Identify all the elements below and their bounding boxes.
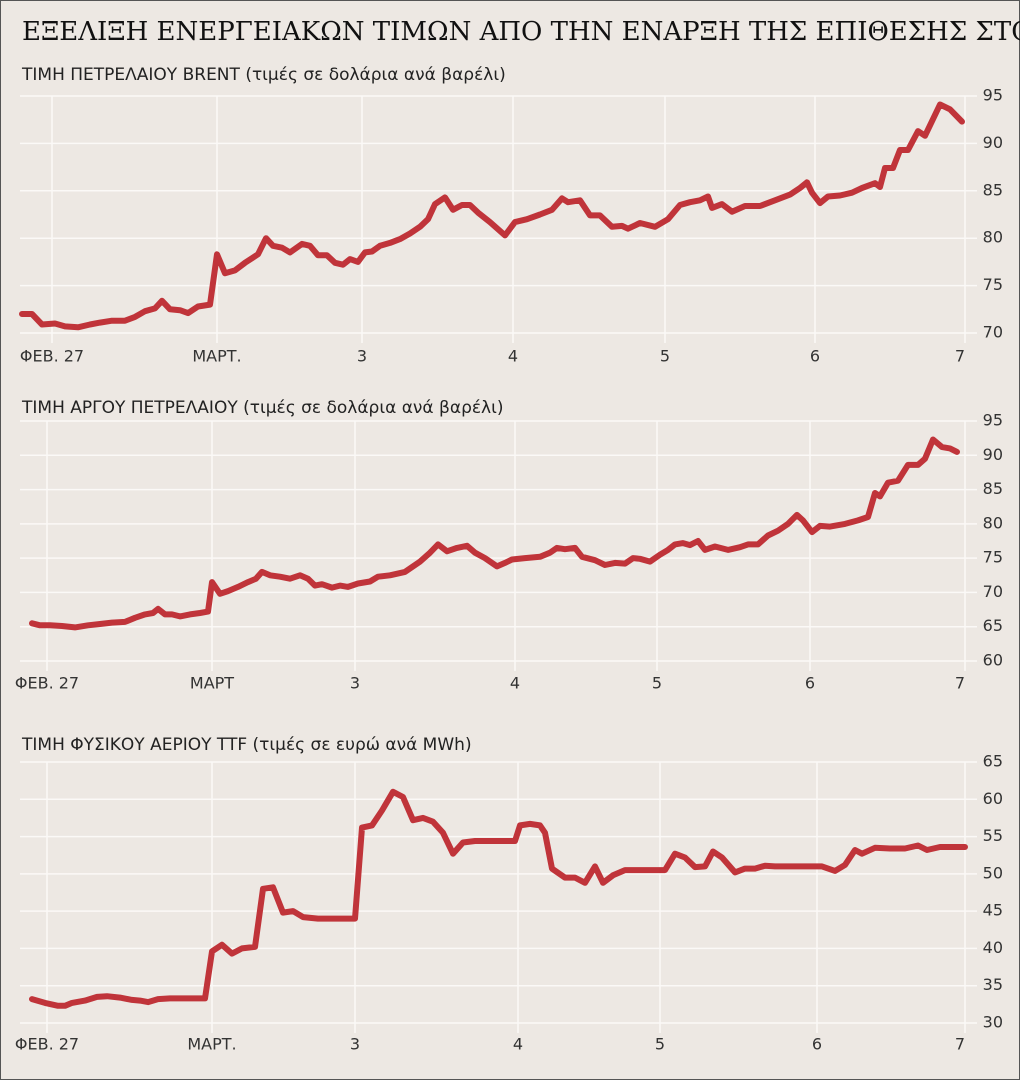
y-tick-label: 60 (983, 651, 1003, 670)
y-tick-label: 95 (983, 86, 1003, 105)
x-tick-label: 3 (357, 347, 367, 366)
y-tick-label: 65 (983, 752, 1003, 771)
x-tick-label: 6 (810, 347, 820, 366)
x-tick-label: 7 (955, 1035, 965, 1054)
y-tick-label: 60 (983, 789, 1003, 808)
y-tick-label: 75 (983, 275, 1003, 294)
x-tick-label: ΜΑΡΤ (190, 674, 234, 693)
y-tick-label: 55 (983, 826, 1003, 845)
x-tick-label: 6 (805, 674, 815, 693)
y-tick-label: 70 (983, 323, 1003, 342)
data-line (29, 788, 968, 1009)
x-tick-label: 5 (660, 347, 670, 366)
y-tick-label: 90 (983, 133, 1003, 152)
x-tick-label: ΦΕΒ. 27 (15, 674, 79, 693)
y-tick-label: 35 (983, 975, 1003, 994)
x-tick-label: ΜΑΡΤ. (187, 1035, 236, 1054)
x-tick-label: 3 (350, 1035, 360, 1054)
x-tick-label: ΦΕΒ. 27 (15, 1035, 79, 1054)
x-tick-label: 4 (508, 347, 518, 366)
x-tick-label: 3 (350, 674, 360, 693)
x-tick-label: 4 (510, 674, 520, 693)
x-tick-label: 5 (655, 1035, 665, 1054)
x-tick-label: 6 (812, 1035, 822, 1054)
y-tick-label: 85 (983, 180, 1003, 199)
y-tick-label: 80 (983, 228, 1003, 247)
y-tick-label: 80 (983, 513, 1003, 532)
page-title: ΕΞΕΛΙΞΗ ΕΝΕΡΓΕΙΑΚΩΝ ΤΙΜΩΝ ΑΠΟ ΤΗΝ ΕΝΑΡΞΗ… (22, 17, 1020, 47)
y-tick-label: 85 (983, 479, 1003, 498)
y-tick-label: 90 (983, 445, 1003, 464)
x-tick-label: 4 (513, 1035, 523, 1054)
y-tick-label: 95 (983, 411, 1003, 430)
data-line (29, 436, 960, 631)
y-tick-label: 50 (983, 863, 1003, 882)
data-line (19, 101, 965, 331)
y-tick-label: 45 (983, 901, 1003, 920)
y-tick-label: 65 (983, 616, 1003, 635)
x-tick-label: 5 (652, 674, 662, 693)
x-tick-label: 7 (955, 347, 965, 366)
x-tick-label: ΦΕΒ. 27 (20, 347, 84, 366)
chart-subtitle: ΤΙΜΗ ΠΕΤΡΕΛΑΙΟΥ BRENT (τιμές σε δολάρια … (21, 65, 506, 85)
chart-subtitle: ΤΙΜΗ ΑΡΓΟΥ ΠΕΤΡΕΛΑΙΟΥ (τιμές σε δολάρια … (21, 398, 504, 418)
x-tick-label: 7 (955, 674, 965, 693)
y-tick-label: 30 (983, 1013, 1003, 1032)
y-tick-label: 40 (983, 938, 1003, 957)
y-tick-label: 70 (983, 582, 1003, 601)
chart-subtitle: ΤΙΜΗ ΦΥΣΙΚΟΥ ΑΕΡΙΟΥ TTF (τιμές σε ευρώ α… (21, 735, 472, 755)
x-tick-label: ΜΑΡΤ. (192, 347, 241, 366)
y-tick-label: 75 (983, 548, 1003, 567)
